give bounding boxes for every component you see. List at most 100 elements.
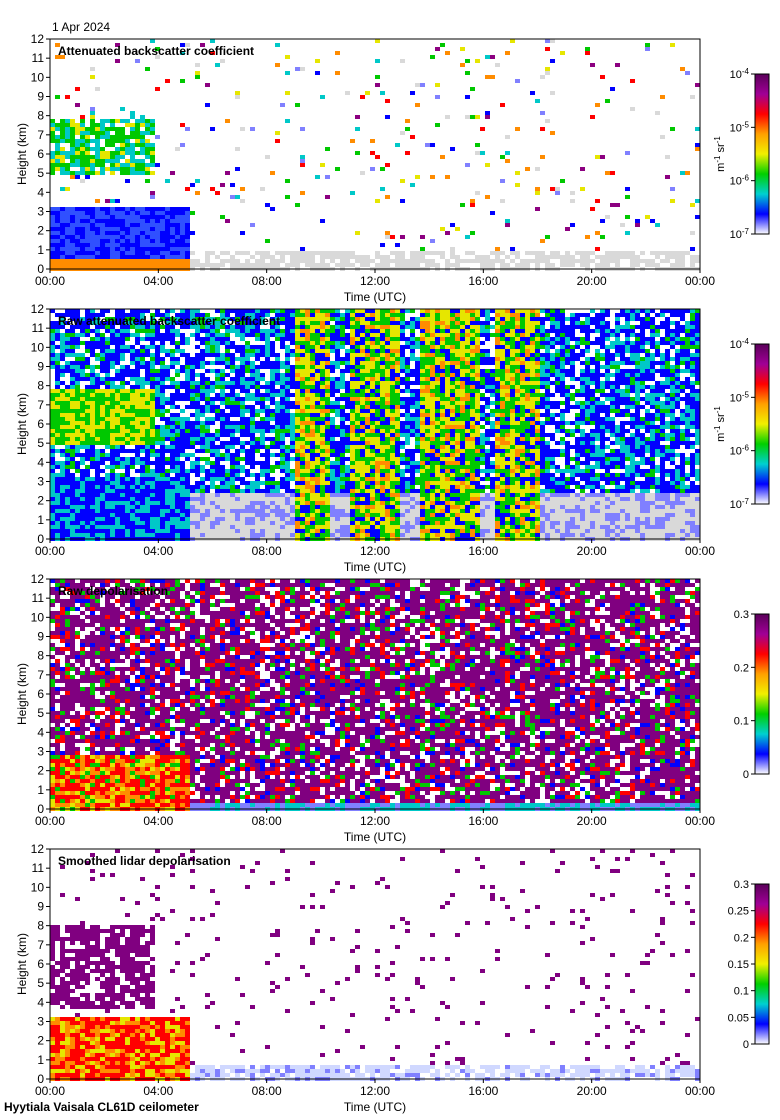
heatmap-cell: [320, 325, 325, 329]
heatmap-cell: [255, 329, 260, 333]
heatmap-cell: [205, 373, 210, 377]
heatmap-cell: [150, 227, 155, 231]
heatmap-cell: [155, 251, 160, 255]
heatmap-cell: [275, 517, 280, 521]
heatmap-cell: [190, 493, 195, 497]
heatmap-cell: [195, 509, 200, 513]
heatmap-cell: [270, 329, 275, 333]
heatmap-cell: [125, 377, 130, 381]
heatmap-cell: [310, 259, 315, 263]
heatmap-cell: [115, 211, 120, 215]
heatmap-cell: [320, 441, 325, 445]
heatmap-cell: [135, 353, 140, 357]
heatmap-cell: [280, 385, 285, 389]
heatmap-cell: [110, 405, 115, 409]
heatmap-cell: [410, 183, 415, 187]
heatmap-cell: [605, 215, 610, 219]
heatmap-cell: [410, 263, 415, 267]
heatmap-cell: [290, 449, 295, 453]
heatmap-cell: [80, 223, 85, 227]
heatmap-cell: [245, 353, 250, 357]
heatmap-cell: [140, 409, 145, 413]
heatmap-cell: [420, 235, 425, 239]
heatmap-cell: [255, 365, 260, 369]
heatmap-cell: [115, 505, 120, 509]
heatmap-cell: [330, 509, 335, 513]
heatmap-cell: [50, 389, 55, 393]
heatmap-cell: [95, 385, 100, 389]
heatmap-cell: [315, 521, 320, 525]
heatmap-cell: [235, 361, 240, 365]
heatmap-cell: [255, 437, 260, 441]
heatmap-cell: [205, 409, 210, 413]
heatmap-cell: [75, 329, 80, 333]
heatmap-cell: [350, 517, 355, 521]
heatmap-cell: [570, 223, 575, 227]
heatmap-cell: [275, 477, 280, 481]
heatmap-cell: [120, 155, 125, 159]
heatmap-cell: [195, 373, 200, 377]
heatmap-cell: [85, 131, 90, 135]
heatmap-cell: [240, 199, 245, 203]
heatmap-cell: [330, 485, 335, 489]
heatmap-cell: [245, 313, 250, 317]
heatmap-cell: [125, 405, 130, 409]
heatmap-cell: [335, 369, 340, 373]
heatmap-cell: [180, 433, 185, 437]
heatmap-cell: [270, 513, 275, 517]
heatmap-cell: [305, 373, 310, 377]
heatmap-cell: [130, 227, 135, 231]
heatmap-cell: [115, 135, 120, 139]
heatmap-cell: [140, 223, 145, 227]
heatmap-cell: [250, 489, 255, 493]
heatmap-cell: [305, 341, 310, 345]
heatmap-cell: [285, 353, 290, 357]
heatmap-cell: [175, 263, 180, 267]
heatmap-cell: [295, 369, 300, 373]
heatmap-cell: [155, 377, 160, 381]
heatmap-cell: [170, 381, 175, 385]
heatmap-cell: [485, 163, 490, 167]
heatmap-cell: [185, 43, 190, 47]
heatmap-cell: [445, 115, 450, 119]
heatmap-cell: [120, 333, 125, 337]
heatmap-cell: [605, 251, 610, 255]
heatmap-cell: [135, 465, 140, 469]
heatmap-cell: [55, 341, 60, 345]
heatmap-cell: [60, 477, 65, 481]
heatmap-cell: [185, 453, 190, 457]
heatmap-cell: [190, 341, 195, 345]
heatmap-cell: [185, 465, 190, 469]
heatmap-cell: [140, 525, 145, 529]
heatmap-cell: [185, 321, 190, 325]
heatmap-cell: [340, 481, 345, 485]
heatmap-cell: [290, 397, 295, 401]
heatmap-cell: [265, 377, 270, 381]
heatmap-cell: [205, 385, 210, 389]
heatmap-cell: [340, 517, 345, 521]
heatmap-cell: [65, 445, 70, 449]
heatmap-cell: [185, 513, 190, 517]
y-tick-label: 4: [37, 185, 44, 199]
heatmap-cell: [105, 317, 110, 321]
heatmap-cell: [60, 449, 65, 453]
heatmap-cell: [105, 509, 110, 513]
heatmap-cell: [315, 393, 320, 397]
heatmap-cell: [190, 413, 195, 417]
heatmap-cell: [160, 485, 165, 489]
heatmap-cell: [60, 497, 65, 501]
heatmap-cell: [340, 313, 345, 317]
heatmap-cell: [55, 485, 60, 489]
heatmap-cell: [55, 135, 60, 139]
heatmap-cell: [105, 199, 110, 203]
heatmap-cell: [140, 353, 145, 357]
heatmap-cell: [70, 433, 75, 437]
heatmap-cell: [220, 337, 225, 341]
heatmap-cell: [50, 529, 55, 533]
heatmap-cell: [200, 461, 205, 465]
heatmap-cell: [345, 521, 350, 525]
heatmap-cell: [185, 441, 190, 445]
heatmap-cell: [345, 409, 350, 413]
heatmap-cell: [125, 231, 130, 235]
heatmap-cell: [305, 413, 310, 417]
